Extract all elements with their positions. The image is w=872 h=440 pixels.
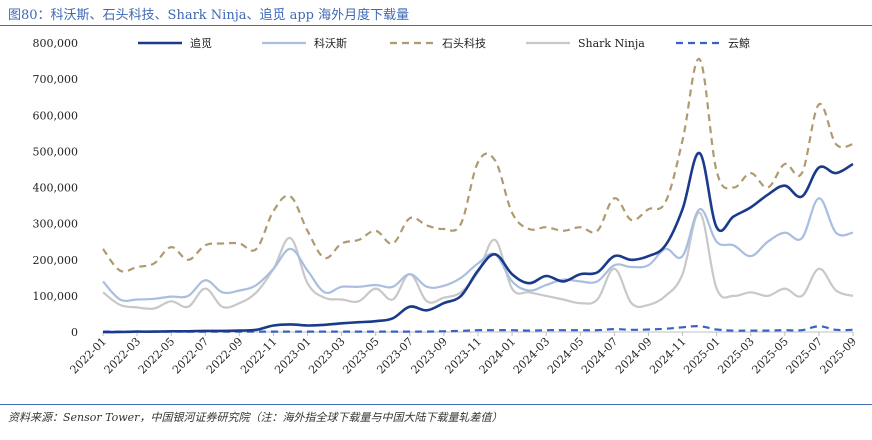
y-tick-label: 100,000 bbox=[33, 290, 79, 303]
x-tick-label: 2022-11 bbox=[238, 335, 280, 377]
x-tick-label: 2025-01 bbox=[681, 335, 723, 377]
x-tick-label: 2023-11 bbox=[443, 335, 485, 377]
y-tick-label: 800,000 bbox=[33, 37, 79, 50]
x-tick-label: 2022-09 bbox=[204, 335, 246, 377]
y-tick-label: 400,000 bbox=[33, 182, 79, 195]
line-chart: 0 100,000 200,000 300,000 400,000 500,000 600,… bbox=[33, 36, 860, 377]
top-rule bbox=[0, 25, 872, 26]
x-tick-label: 2022-07 bbox=[170, 335, 212, 377]
series-lines bbox=[102, 58, 854, 334]
legend-label: 科沃斯 bbox=[314, 36, 347, 50]
x-tick-label: 2024-01 bbox=[477, 335, 519, 377]
y-tick-labels: 0 100,000 200,000 300,000 400,000 500,000 600,… bbox=[33, 37, 79, 339]
y-tick-label: 700,000 bbox=[33, 73, 79, 86]
x-tick-label: 2025-03 bbox=[715, 335, 757, 377]
chart-title: 图80：科沃斯、石头科技、Shark Ninja、追觅 app 海外月度下载量 bbox=[8, 8, 410, 23]
series-line-shark-ninja bbox=[102, 211, 854, 310]
x-tick-label: 2024-09 bbox=[613, 335, 655, 377]
x-tick-label: 2023-03 bbox=[306, 335, 348, 377]
series-line-科沃斯 bbox=[102, 197, 854, 303]
legend-label: 追觅 bbox=[190, 36, 212, 50]
y-tick-label: 500,000 bbox=[33, 145, 79, 158]
x-tick-label: 2022-05 bbox=[136, 335, 178, 377]
x-tick-label: 2023-07 bbox=[374, 335, 416, 377]
series-line-追觅 bbox=[102, 151, 854, 334]
x-tick-labels: 2022-012022-032022-052022-072022-092022-… bbox=[68, 332, 860, 377]
x-tick-label: 2023-05 bbox=[340, 335, 382, 377]
source-note: 资料来源：Sensor Tower，中国银河证券研究院（注：海外指全球下载量与中… bbox=[8, 411, 503, 424]
legend-label: Shark Ninja bbox=[578, 37, 645, 50]
x-tick-label: 2024-03 bbox=[511, 335, 553, 377]
legend-label: 云鲸 bbox=[728, 36, 750, 50]
x-tick-label: 2024-05 bbox=[545, 335, 587, 377]
y-tick-label: 300,000 bbox=[33, 218, 79, 231]
y-tick-label: 0 bbox=[71, 326, 78, 339]
y-tick-label: 600,000 bbox=[33, 109, 79, 122]
x-tick-label: 2025-09 bbox=[818, 335, 860, 377]
x-tick-label: 2025-07 bbox=[784, 335, 826, 377]
legend-label: 石头科技 bbox=[442, 36, 486, 50]
x-tick-label: 2022-01 bbox=[68, 335, 110, 377]
x-tick-label: 2023-09 bbox=[409, 335, 451, 377]
x-tick-label: 2025-05 bbox=[749, 335, 791, 377]
x-tick-label: 2024-11 bbox=[647, 335, 689, 377]
legend: 追觅 科沃斯 石头科技 Shark Ninja 云鲸 bbox=[138, 36, 750, 50]
y-tick-label: 200,000 bbox=[33, 254, 79, 267]
x-tick-label: 2022-03 bbox=[102, 335, 144, 377]
x-tick-label: 2024-07 bbox=[579, 335, 621, 377]
series-line-石头科技 bbox=[102, 58, 854, 273]
bottom-rule bbox=[0, 404, 872, 405]
x-tick-label: 2023-01 bbox=[272, 335, 314, 377]
